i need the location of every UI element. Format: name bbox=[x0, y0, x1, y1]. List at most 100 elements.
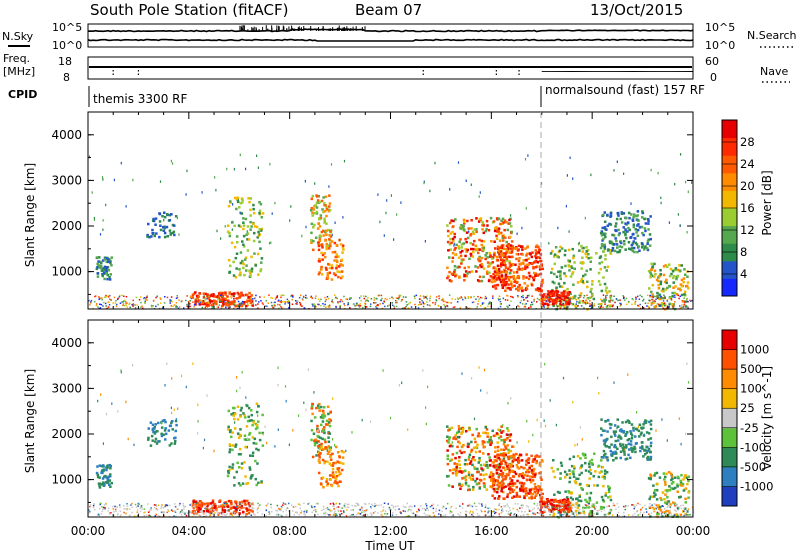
data-cell bbox=[478, 478, 482, 482]
data-cell bbox=[229, 306, 231, 308]
data-cell bbox=[672, 305, 675, 307]
data-cell bbox=[486, 270, 489, 273]
data-cell bbox=[507, 283, 510, 286]
data-cell bbox=[660, 295, 662, 298]
data-cell bbox=[623, 243, 626, 246]
data-cell bbox=[253, 225, 257, 228]
data-cell bbox=[551, 250, 554, 253]
data-cell bbox=[686, 275, 689, 278]
data-cell bbox=[502, 239, 505, 242]
data-cell bbox=[604, 494, 607, 497]
data-cell bbox=[556, 305, 559, 308]
data-cell bbox=[505, 248, 508, 251]
colorbar-tick-label: 12 bbox=[740, 223, 755, 237]
data-cell bbox=[666, 299, 668, 301]
data-cell bbox=[496, 456, 499, 460]
data-cell bbox=[496, 264, 500, 268]
data-cell bbox=[238, 466, 241, 469]
data-cell bbox=[496, 441, 499, 444]
data-cell bbox=[453, 244, 455, 247]
data-cell bbox=[246, 499, 249, 503]
data-cell bbox=[565, 303, 568, 306]
data-cell bbox=[627, 442, 631, 446]
data-cell bbox=[570, 491, 573, 494]
data-cell bbox=[687, 190, 689, 194]
data-cell bbox=[234, 256, 238, 260]
data-cell bbox=[579, 280, 583, 283]
data-cell bbox=[512, 246, 515, 250]
data-cell bbox=[492, 434, 496, 438]
data-cell bbox=[428, 304, 431, 307]
data-cell bbox=[218, 298, 222, 302]
data-cell bbox=[251, 436, 255, 439]
data-cell bbox=[337, 302, 339, 304]
data-cell bbox=[505, 504, 507, 507]
data-cell bbox=[608, 305, 612, 308]
data-cell bbox=[245, 233, 248, 236]
data-cell bbox=[446, 240, 450, 244]
data-cell bbox=[259, 268, 263, 271]
data-cell bbox=[239, 251, 243, 254]
data-cell bbox=[659, 273, 662, 276]
colorbar-swatch bbox=[722, 137, 737, 156]
data-cell bbox=[606, 305, 609, 307]
data-cell bbox=[321, 208, 324, 211]
nave-dot bbox=[564, 71, 566, 72]
data-cell bbox=[209, 294, 213, 297]
data-cell bbox=[587, 462, 591, 466]
data-cell bbox=[600, 433, 603, 437]
data-cell bbox=[471, 463, 474, 467]
data-cell bbox=[191, 293, 195, 296]
data-cell bbox=[577, 499, 580, 502]
data-cell bbox=[187, 512, 189, 514]
data-cell bbox=[256, 508, 258, 511]
data-cell bbox=[589, 472, 593, 475]
data-cell bbox=[238, 303, 242, 306]
data-cell bbox=[521, 289, 524, 292]
data-cell bbox=[229, 264, 232, 268]
data-cell bbox=[464, 270, 468, 273]
data-cell bbox=[451, 471, 455, 475]
data-cell bbox=[451, 485, 454, 488]
data-cell bbox=[464, 510, 467, 513]
data-cell bbox=[184, 511, 187, 514]
data-cell bbox=[328, 418, 331, 421]
data-cell bbox=[211, 505, 213, 507]
data-cell bbox=[484, 295, 487, 298]
data-cell bbox=[363, 510, 366, 512]
data-cell bbox=[213, 299, 216, 302]
data-cell bbox=[644, 421, 648, 424]
data-cell bbox=[616, 250, 619, 254]
data-cell bbox=[315, 441, 319, 444]
data-cell bbox=[471, 488, 475, 491]
data-cell bbox=[100, 303, 103, 306]
data-cell bbox=[250, 304, 253, 306]
data-cell bbox=[629, 443, 633, 446]
data-cell bbox=[330, 278, 334, 281]
data-cell bbox=[574, 307, 578, 310]
data-cell bbox=[492, 487, 496, 491]
data-cell bbox=[465, 179, 467, 182]
data-cell bbox=[560, 304, 563, 306]
data-cell bbox=[580, 305, 583, 307]
data-cell bbox=[458, 240, 461, 244]
data-cell bbox=[559, 300, 562, 303]
data-cell bbox=[331, 467, 335, 471]
nave-dot bbox=[665, 71, 667, 72]
data-cell bbox=[261, 302, 264, 304]
data-cell bbox=[483, 477, 486, 481]
nave-dot bbox=[645, 71, 647, 72]
data-cell bbox=[101, 176, 104, 179]
data-cell bbox=[144, 511, 146, 513]
data-cell bbox=[457, 513, 459, 515]
data-cell bbox=[238, 268, 241, 271]
data-cell bbox=[361, 506, 363, 508]
data-cell bbox=[323, 426, 326, 429]
data-cell bbox=[573, 515, 576, 517]
data-cell bbox=[236, 291, 239, 295]
data-cell bbox=[626, 419, 630, 422]
data-cell bbox=[599, 283, 602, 286]
data-cell bbox=[310, 222, 314, 226]
data-cell bbox=[632, 429, 635, 432]
data-cell bbox=[630, 437, 634, 440]
